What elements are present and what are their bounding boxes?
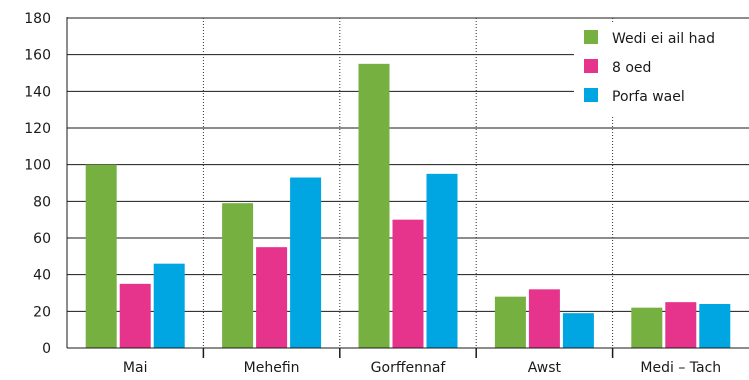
legend-swatch xyxy=(584,59,598,73)
y-tick-label: 120 xyxy=(24,121,51,137)
y-tick-label: 100 xyxy=(24,158,51,174)
y-tick-label: 40 xyxy=(33,268,51,284)
bar xyxy=(631,307,663,348)
legend-label: Porfa wael xyxy=(612,89,685,105)
x-category-label: Medi – Tach xyxy=(640,360,721,376)
bar xyxy=(528,289,560,348)
legend-label: Wedi ei ail had xyxy=(612,31,715,47)
x-category-labels: Mai Mehefin Gorffennaf Awst Medi – Tach xyxy=(123,360,721,376)
y-tick-label: 0 xyxy=(42,341,51,357)
y-tick-label: 180 xyxy=(24,11,51,27)
y-tick-label: 20 xyxy=(33,304,51,320)
bar xyxy=(392,219,424,348)
legend: Wedi ei ail had 8 oed Porfa wael xyxy=(574,22,749,117)
bar xyxy=(562,313,594,348)
bar xyxy=(119,283,151,348)
bar xyxy=(85,164,117,348)
x-category-label: Awst xyxy=(528,360,562,376)
x-category-label: Mehefin xyxy=(244,360,300,376)
y-tick-label: 140 xyxy=(24,84,51,100)
y-tick-label: 80 xyxy=(33,194,51,210)
legend-swatch xyxy=(584,30,598,44)
x-category-label: Mai xyxy=(123,360,148,376)
legend-background xyxy=(574,22,749,117)
bar xyxy=(256,247,288,348)
bar xyxy=(222,203,254,348)
bars xyxy=(85,63,731,348)
x-category-label: Gorffennaf xyxy=(371,360,447,376)
bar xyxy=(358,63,390,348)
bar xyxy=(290,177,322,348)
legend-swatch xyxy=(584,88,598,102)
bar xyxy=(494,296,526,348)
legend-label: 8 oed xyxy=(612,60,651,76)
y-tick-labels: 0 20 40 60 80 100 120 140 160 180 xyxy=(24,11,51,357)
y-tick-label: 60 xyxy=(33,231,51,247)
bar xyxy=(153,263,185,348)
bar xyxy=(699,304,731,348)
bar xyxy=(426,173,458,348)
axes xyxy=(66,17,749,358)
y-tick-label: 160 xyxy=(24,48,51,64)
bar xyxy=(665,302,697,348)
